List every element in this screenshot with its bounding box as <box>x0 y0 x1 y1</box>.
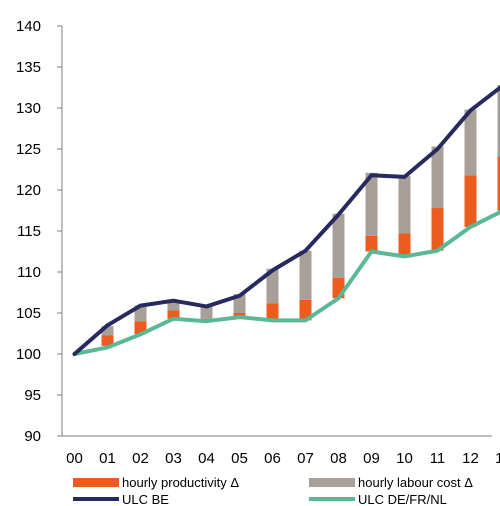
x-tick-label: 04 <box>198 450 215 467</box>
legend-swatch-hourly-labour-cost <box>309 478 355 487</box>
y-tick-label: 140 <box>16 18 41 35</box>
y-tick-label: 135 <box>16 59 41 76</box>
x-tick-label: 10 <box>396 450 413 467</box>
x-tick-label: 12 <box>462 450 479 467</box>
bar-hourly-labour-cost <box>365 172 378 236</box>
y-tick-label: 130 <box>16 100 41 117</box>
x-tick-label: 01 <box>99 450 116 467</box>
x-tick-label: 05 <box>231 450 248 467</box>
legend-label-hourly-labour-cost: hourly labour cost Δ <box>358 475 473 490</box>
bar-hourly-labour-cost <box>464 109 477 176</box>
x-tick-label: 09 <box>363 450 380 467</box>
y-tick-label: 105 <box>16 305 41 322</box>
bar-hourly-labour-cost <box>233 294 246 313</box>
bar-hourly-labour-cost <box>299 250 312 300</box>
x-tick-label: 13 <box>495 450 500 467</box>
y-tick-label: 125 <box>16 141 41 158</box>
bar-hourly-productivity <box>398 233 411 257</box>
legend-label-ulc-be: ULC BE <box>122 492 169 506</box>
x-tick-label: 07 <box>297 450 314 467</box>
y-axis-ticks: 90 95 100 105 110 115 120 125 130 135 140 <box>16 18 62 445</box>
bar-hourly-productivity <box>101 335 114 346</box>
bar-hourly-productivity <box>365 235 378 252</box>
x-tick-label: 11 <box>430 450 446 467</box>
bar-hourly-productivity <box>431 208 444 251</box>
x-tick-label: 00 <box>66 450 83 467</box>
line-ulc-de-fr-nl <box>72 210 500 356</box>
bar-hourly-labour-cost <box>167 300 180 311</box>
bar-hourly-productivity <box>233 313 246 318</box>
legend-label-hourly-productivity: hourly productivity Δ <box>122 475 239 490</box>
bar-hourly-labour-cost <box>497 85 500 157</box>
y-tick-label: 115 <box>17 223 41 240</box>
y-tick-label: 110 <box>17 264 41 281</box>
bar-hourly-productivity <box>299 299 312 321</box>
bars-layer <box>101 85 500 346</box>
line-ulc-be <box>72 85 500 356</box>
bar-hourly-productivity <box>497 156 500 211</box>
bar-hourly-productivity <box>266 303 279 321</box>
y-tick-label: 95 <box>24 387 41 404</box>
bar-hourly-labour-cost <box>266 268 279 304</box>
y-tick-label: 120 <box>16 182 41 199</box>
bar-hourly-labour-cost <box>398 176 411 234</box>
x-tick-label: 03 <box>165 450 182 467</box>
lines-layer <box>72 85 500 356</box>
bar-hourly-labour-cost <box>431 146 444 209</box>
x-axis-ticks: 00 01 02 03 04 05 06 07 08 09 10 11 12 13 <box>66 450 500 467</box>
bar-hourly-labour-cost <box>332 213 345 278</box>
x-tick-label: 02 <box>132 450 149 467</box>
bar-hourly-productivity <box>464 175 477 227</box>
x-tick-label: 08 <box>330 450 347 467</box>
bar-hourly-labour-cost <box>101 326 114 336</box>
bar-hourly-labour-cost <box>200 306 213 319</box>
legend: hourly productivity Δ hourly labour cost… <box>73 475 473 506</box>
legend-swatch-hourly-productivity <box>73 478 119 487</box>
y-tick-label: 100 <box>16 346 41 363</box>
x-tick-label: 06 <box>264 450 281 467</box>
y-tick-label: 90 <box>24 428 41 445</box>
legend-label-ulc-de-fr-nl: ULC DE/FR/NL <box>358 492 447 506</box>
bar-hourly-productivity <box>167 310 180 319</box>
